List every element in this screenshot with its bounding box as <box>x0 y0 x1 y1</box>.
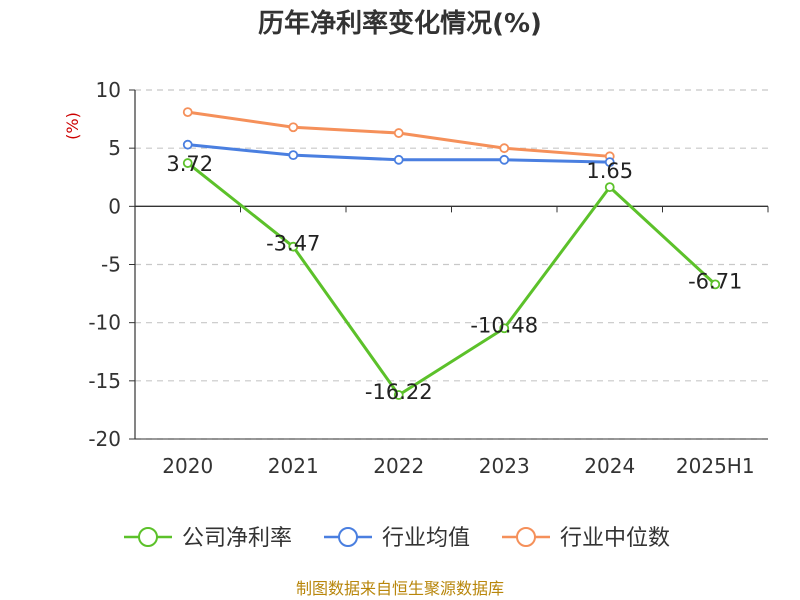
y-tick-label: -20 <box>88 427 121 451</box>
data-point <box>499 323 510 334</box>
legend-swatch-marker <box>338 527 358 547</box>
legend-label: 公司净利率 <box>182 526 292 551</box>
data-point <box>393 390 404 400</box>
x-tick-label: 2022 <box>373 454 424 478</box>
legend-label: 行业均值 <box>382 526 470 551</box>
axes: 10 5 0 -5 -10 -15 -20 2020 2021 2022 2023 2024 2025H… <box>88 78 769 478</box>
data-point <box>288 122 299 133</box>
x-tick-label: 2020 <box>162 454 213 478</box>
chart-title: 历年净利率变化情况(%) <box>258 8 542 39</box>
x-tick-label: 2021 <box>268 454 319 478</box>
data-point <box>182 139 193 150</box>
series-lines <box>182 107 721 400</box>
data-point <box>604 182 615 193</box>
y-axis-unit: (%) <box>63 112 82 140</box>
y-tick-label: -15 <box>88 369 121 393</box>
y-tick-label: 10 <box>96 78 121 102</box>
data-point <box>288 241 299 252</box>
data-point <box>499 154 510 165</box>
series-line <box>186 161 717 397</box>
x-tick-label: 2025H1 <box>676 454 755 478</box>
y-tick-label: -5 <box>101 253 121 277</box>
y-tick-label: -10 <box>88 311 121 335</box>
data-label: -16.22 <box>365 380 433 404</box>
y-tick-label: 5 <box>108 136 121 160</box>
legend: 公司净利率 行业均值 行业中位数 <box>124 526 670 551</box>
legend-item[interactable]: 行业中位数 <box>502 526 670 551</box>
data-label: -6.71 <box>688 269 742 293</box>
x-tick-label: 2023 <box>479 454 530 478</box>
source-note: 制图数据来自恒生聚源数据库 <box>296 579 504 598</box>
data-label: 3.72 <box>166 152 213 176</box>
legend-label: 行业中位数 <box>560 526 670 551</box>
legend-item[interactable]: 公司净利率 <box>124 526 292 551</box>
x-tick-label: 2024 <box>584 454 635 478</box>
data-point <box>393 128 404 138</box>
data-label: 1.65 <box>586 159 633 183</box>
grid-lines <box>135 89 768 440</box>
legend-item[interactable]: 行业均值 <box>324 526 470 551</box>
y-tick-label: 0 <box>108 194 121 218</box>
legend-swatch-marker <box>138 527 158 547</box>
legend-swatch-marker <box>516 527 536 547</box>
data-point <box>288 150 299 161</box>
data-point <box>499 143 510 154</box>
data-point <box>182 107 193 118</box>
data-point <box>710 279 721 290</box>
data-labels: 3.72 -3.47 -16.22 -10.48 1.65 -6.71 <box>166 152 742 404</box>
data-point <box>182 158 193 168</box>
data-point <box>393 154 404 165</box>
data-point <box>604 157 615 168</box>
data-label: -10.48 <box>470 313 538 337</box>
data-label: -3.47 <box>266 232 320 256</box>
